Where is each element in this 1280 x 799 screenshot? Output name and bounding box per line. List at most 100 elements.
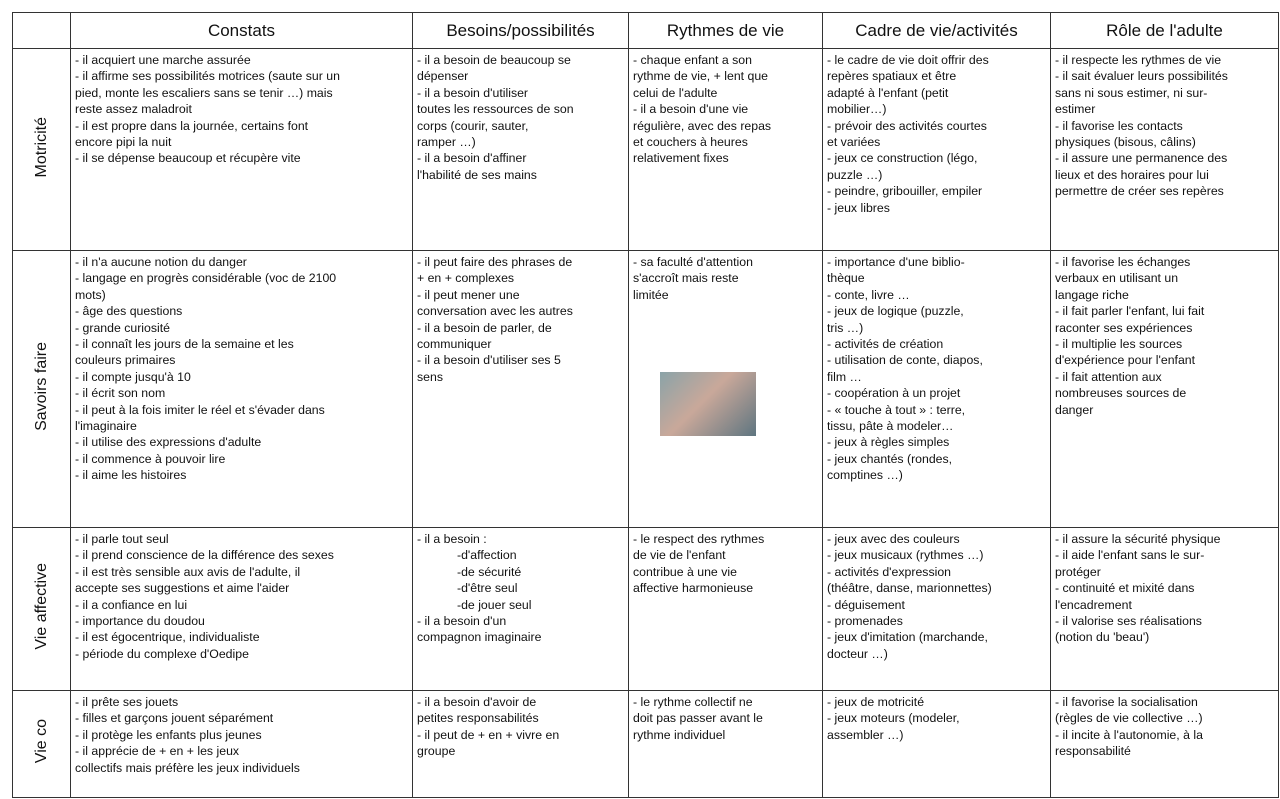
text-line: - il apprécie de + en + les jeux <box>75 744 240 759</box>
cell: - il peut faire des phrases de + en + com… <box>412 250 629 528</box>
text-line: - il prête ses jouets <box>75 695 179 709</box>
cell-content: - il assure la sécurité physique - il aid… <box>1051 528 1278 649</box>
text-line: corps (courir, sauter, <box>417 118 529 133</box>
text-line: -d'être seul <box>457 581 518 596</box>
text-line: relativement fixes <box>633 151 729 166</box>
cell: - il a besoin d'avoir de petites responsa… <box>412 690 629 798</box>
text-line: de vie de l'enfant <box>633 548 726 563</box>
cell: - il prête ses jouets - filles et garçons… <box>70 690 413 798</box>
text-line: - grande curiosité <box>75 320 171 335</box>
text-line: - jeux à règles simples <box>827 435 950 450</box>
cell-content: - il a besoin de beaucoup se dépenser - il… <box>413 49 628 186</box>
cell-content: - il parle tout seul - il prend conscienc… <box>71 528 412 665</box>
cell-content: - il peut faire des phrases de + en + com… <box>413 251 628 388</box>
text-line: contribue à une vie <box>633 564 737 579</box>
row-label: Motricité <box>32 116 50 178</box>
cell: - le respect des rythmes de vie de l'enfa… <box>628 527 823 691</box>
text-line: (notion du 'beau') <box>1055 630 1150 645</box>
text-line: - il a besoin d'un <box>417 614 507 629</box>
text-line: - activités d'expression <box>827 564 952 579</box>
text-line: - il a besoin d'utiliser ses 5 <box>417 353 561 368</box>
text-line: - il n'a aucune notion du danger <box>75 255 247 269</box>
text-line: verbaux en utilisant un <box>1055 271 1179 286</box>
text-line: - il fait parler l'enfant, lui fait <box>1055 304 1205 319</box>
text-line: - il assure la sécurité physique <box>1055 532 1221 546</box>
text-line: doit pas passer avant le <box>633 711 763 726</box>
text-line: - il favorise les contacts <box>1055 118 1183 133</box>
text-line: - « touche à tout » : terre, <box>827 402 966 417</box>
text-line: - il incite à l'autonomie, à la <box>1055 727 1203 742</box>
cell-content: - il prête ses jouets - filles et garçons… <box>71 691 412 779</box>
header-row: Constats Besoins/possibilités Rythmes de v… <box>12 12 1279 49</box>
text-line: - il a besoin de beaucoup se <box>417 53 571 67</box>
text-line: film … <box>827 369 862 384</box>
text-line: raconter ses expériences <box>1055 320 1193 335</box>
text-line: - le cadre de vie doit offrir des <box>827 53 989 67</box>
text-line: - il sait évaluer leurs possibilités <box>1055 69 1228 84</box>
text-line: et variées <box>827 135 881 150</box>
text-line: mots) <box>75 287 106 302</box>
text-line: - il protège les enfants plus jeunes <box>75 727 262 742</box>
cell-content: - jeux de motricité - jeux moteurs (model… <box>823 691 1050 746</box>
text-line: - jeux musicaux (rythmes …) <box>827 548 984 563</box>
text-line: et couchers à heures <box>633 135 748 150</box>
text-line: - le respect des rythmes <box>633 532 765 546</box>
text-line: ramper …) <box>417 135 476 150</box>
text-line: - il fait attention aux <box>1055 369 1162 384</box>
text-line: - il acquiert une marche assurée <box>75 53 251 67</box>
text-line: groupe <box>417 744 456 759</box>
text-line: - il favorise la socialisation <box>1055 695 1198 709</box>
text-line: - jeux chantés (rondes, <box>827 451 953 466</box>
text-line: - il parle tout seul <box>75 532 169 546</box>
cell-content: - il n'a aucune notion du danger - langag… <box>71 251 412 487</box>
text-line: d'expérience pour l'enfant <box>1055 353 1196 368</box>
text-line: (théâtre, danse, marionnettes) <box>827 581 992 596</box>
row: Vie co - il prête ses jouets - filles et g… <box>12 690 1279 798</box>
row-label: Vie co <box>32 719 50 764</box>
text-line: dépenser <box>417 69 469 84</box>
text-line: l'encadrement <box>1055 597 1132 612</box>
cell-content: - jeux avec des couleurs - jeux musicaux … <box>823 528 1050 665</box>
table: Constats Besoins/possibilités Rythmes de v… <box>12 12 1279 798</box>
text-line: - continuité et mixité dans <box>1055 581 1195 596</box>
text-line: - déguisement <box>827 597 905 612</box>
row: Motricité - il acquiert une marche assuré… <box>12 48 1279 251</box>
text-line: - il a besoin d'une vie <box>633 102 749 117</box>
text-line: petites responsabilités <box>417 711 539 726</box>
text-line: compagnon imaginaire <box>417 630 542 645</box>
column-header: Besoins/possibilités <box>412 12 629 49</box>
cell: - il a besoin de beaucoup se dépenser - il… <box>412 48 629 251</box>
text-line: - il prend conscience de la différence d… <box>75 548 334 563</box>
text-line: - importance d'une biblio- <box>827 255 965 269</box>
text-line: assembler …) <box>827 727 904 742</box>
text-line: - prévoir des activités courtes <box>827 118 987 133</box>
row-label: Savoirs faire <box>32 342 50 431</box>
text-line: repères spatiaux et être <box>827 69 957 84</box>
text-line: puzzle …) <box>827 167 883 182</box>
text-line: régulière, avec des repas <box>633 118 772 133</box>
text-line: mobilier…) <box>827 102 887 117</box>
cell-content: - le respect des rythmes de vie de l'enfa… <box>629 528 822 600</box>
text-line: - peindre, gribouiller, empiler <box>827 184 983 199</box>
row-label-cell: Vie affective <box>12 527 71 691</box>
cell-content: - il a besoin d'avoir de petites responsa… <box>413 691 628 763</box>
cell: - il respecte les rythmes de vie - il sai… <box>1050 48 1279 251</box>
text-line: s'accroît mais reste <box>633 271 739 286</box>
text-line: - il respecte les rythmes de vie <box>1055 53 1222 67</box>
text-line: - il a besoin d'affiner <box>417 151 527 166</box>
column-header: Rythmes de vie <box>628 12 823 49</box>
text-line: pied, monte les escaliers sans se tenir … <box>75 85 333 100</box>
text-line: - il affirme ses possibilités motrices (… <box>75 69 340 84</box>
text-line: toutes les ressources de son <box>417 102 574 117</box>
text-line: comptines …) <box>827 468 903 483</box>
cell-content: - il acquiert une marche assurée - il aff… <box>71 49 412 170</box>
text-line: - il utilise des expressions d'adulte <box>75 435 262 450</box>
cell: - il a besoin : -d'affection -de sécurité -… <box>412 527 629 691</box>
text-line: nombreuses sources de <box>1055 386 1187 401</box>
cell: - le cadre de vie doit offrir des repères… <box>822 48 1051 251</box>
text-line: - sa faculté d'attention <box>633 255 753 269</box>
text-line: accepte ses suggestions et aime l'aider <box>75 581 290 596</box>
text-line: conversation avec les autres <box>417 304 573 319</box>
text-line: responsabilité <box>1055 744 1131 759</box>
